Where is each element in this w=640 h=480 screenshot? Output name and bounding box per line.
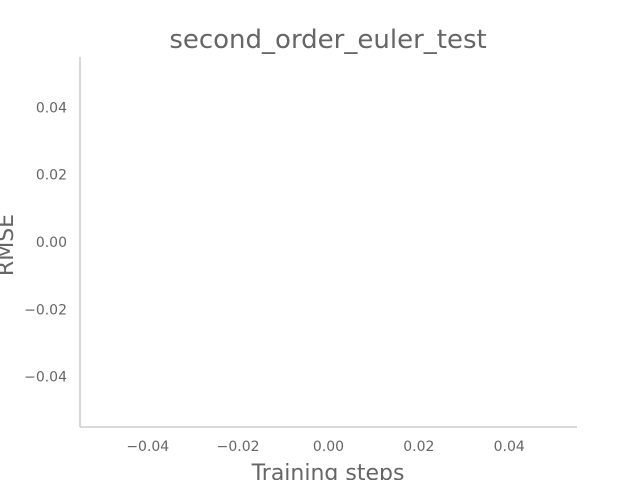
x-tick-label: −0.04	[126, 439, 169, 455]
y-tick-label: −0.02	[24, 302, 67, 318]
y-tick-label: 0.02	[36, 168, 67, 184]
plot-area: −0.04 −0.02 0.00 0.02 0.04 0.04 0.02 0.00 −0.02…	[24, 57, 577, 455]
x-axis-label: Training steps	[251, 461, 405, 480]
y-axis-label: RMSE	[0, 214, 19, 276]
x-tick-label: 0.00	[313, 439, 344, 455]
chart-title: second_order_euler_test	[169, 25, 486, 55]
y-tick-label: 0.04	[36, 100, 67, 116]
x-tick-label: 0.04	[494, 439, 525, 455]
y-tick-label: −0.04	[24, 370, 67, 386]
y-tick-labels: 0.04 0.02 0.00 −0.02 −0.04	[24, 100, 67, 385]
x-tick-label: −0.02	[217, 439, 260, 455]
x-tick-labels: −0.04 −0.02 0.00 0.02 0.04	[126, 439, 525, 455]
y-tick-label: 0.00	[36, 235, 67, 251]
x-tick-label: 0.02	[403, 439, 434, 455]
